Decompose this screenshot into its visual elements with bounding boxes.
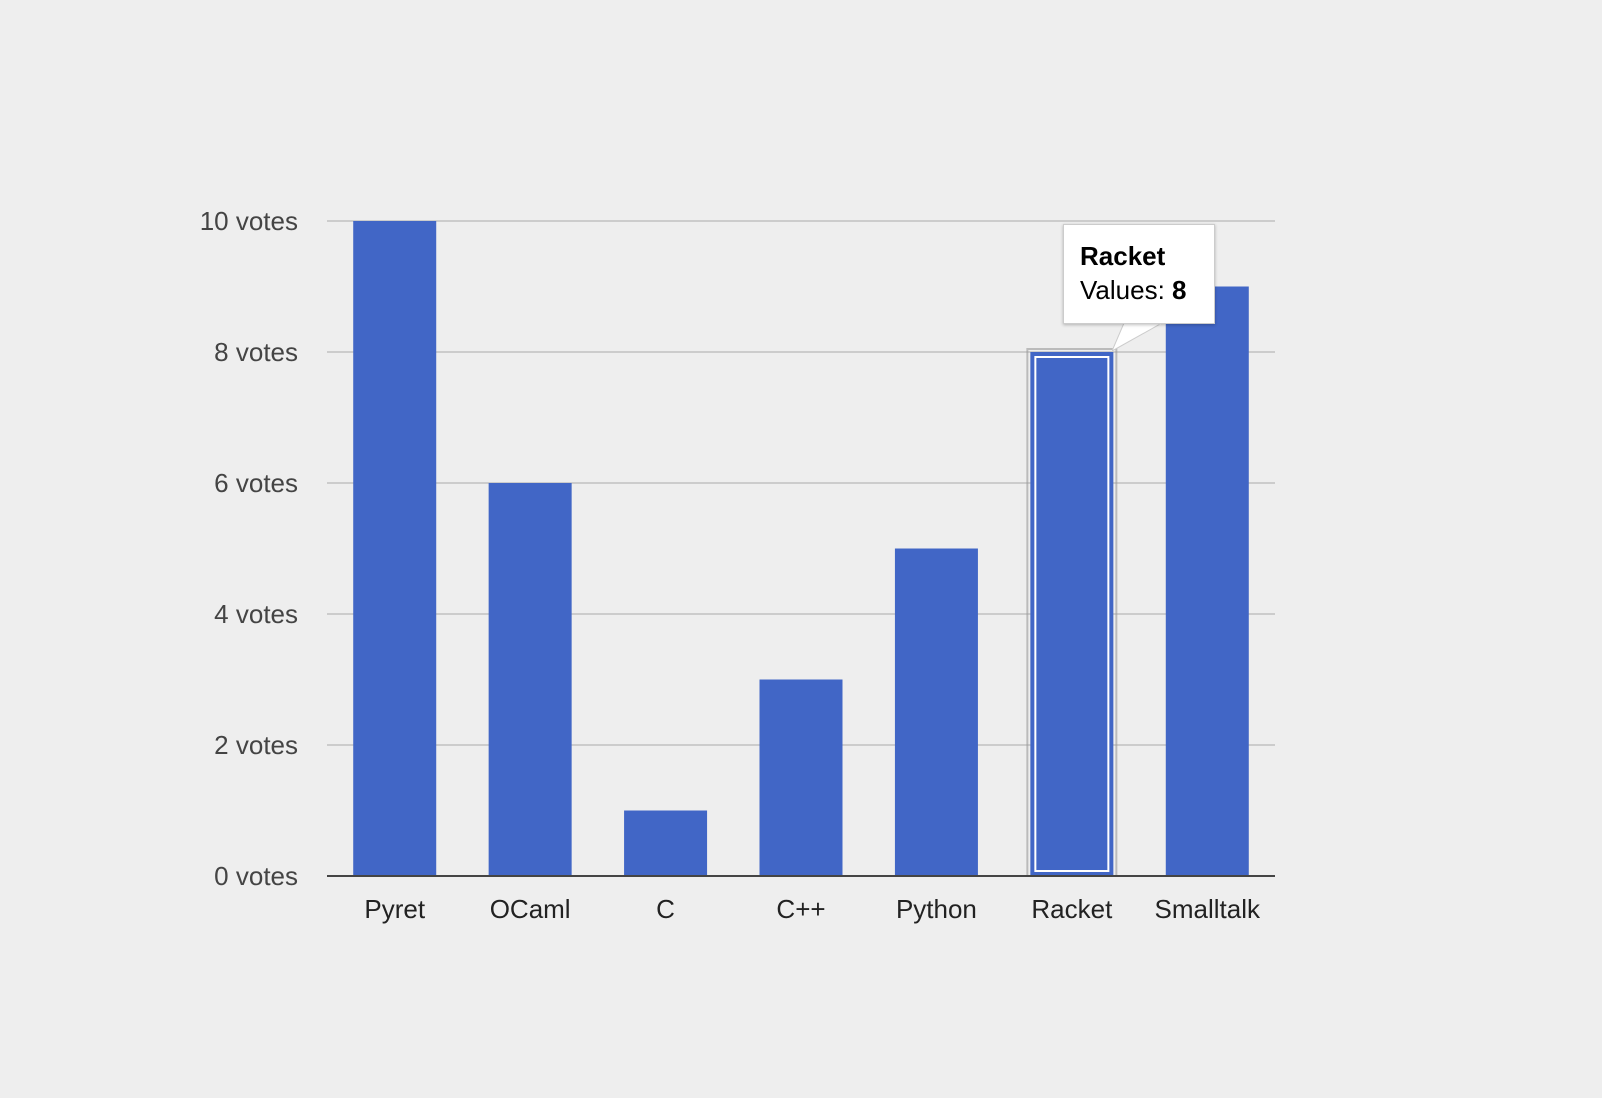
x-category-label: Racket: [1031, 894, 1113, 924]
bar-smalltalk[interactable]: [1165, 286, 1249, 877]
bars: [353, 221, 1249, 877]
x-category-label: Python: [896, 894, 977, 924]
tooltip-title: Racket: [1080, 241, 1166, 271]
bar-ocaml[interactable]: [488, 483, 572, 876]
bar-c[interactable]: [624, 810, 708, 877]
y-tick-label: 10 votes: [200, 206, 298, 236]
tooltip-value-label: Values:: [1080, 275, 1173, 305]
y-tick-label: 4 votes: [214, 599, 298, 629]
tooltip-value-line: Values: 8: [1080, 273, 1198, 307]
tooltip-pointer: [1112, 323, 1164, 352]
bar-pyret[interactable]: [353, 221, 437, 876]
x-axis-category-labels: Pyret OCaml C C++ Python Racket Smalltalk: [364, 894, 1261, 924]
bar-cpp[interactable]: [759, 679, 843, 877]
y-axis-tick-labels: 0 votes 2 votes 4 votes 6 votes 8 votes 10 vo…: [200, 206, 298, 891]
x-category-label: Smalltalk: [1155, 894, 1261, 924]
tooltip-value: 8: [1172, 275, 1187, 305]
bar-tooltip: Racket Values: 8: [1063, 224, 1215, 324]
y-tick-label: 0 votes: [214, 861, 298, 891]
x-category-label: C++: [776, 894, 825, 924]
bar-python[interactable]: [894, 548, 978, 877]
bar-highlight-outline: [1034, 356, 1110, 872]
x-category-label: C: [656, 894, 675, 924]
x-category-label: OCaml: [490, 894, 571, 924]
x-category-label: Pyret: [364, 894, 425, 924]
y-tick-label: 8 votes: [214, 337, 298, 367]
y-tick-label: 6 votes: [214, 468, 298, 498]
bar-racket[interactable]: [1030, 352, 1114, 876]
y-tick-label: 2 votes: [214, 730, 298, 760]
